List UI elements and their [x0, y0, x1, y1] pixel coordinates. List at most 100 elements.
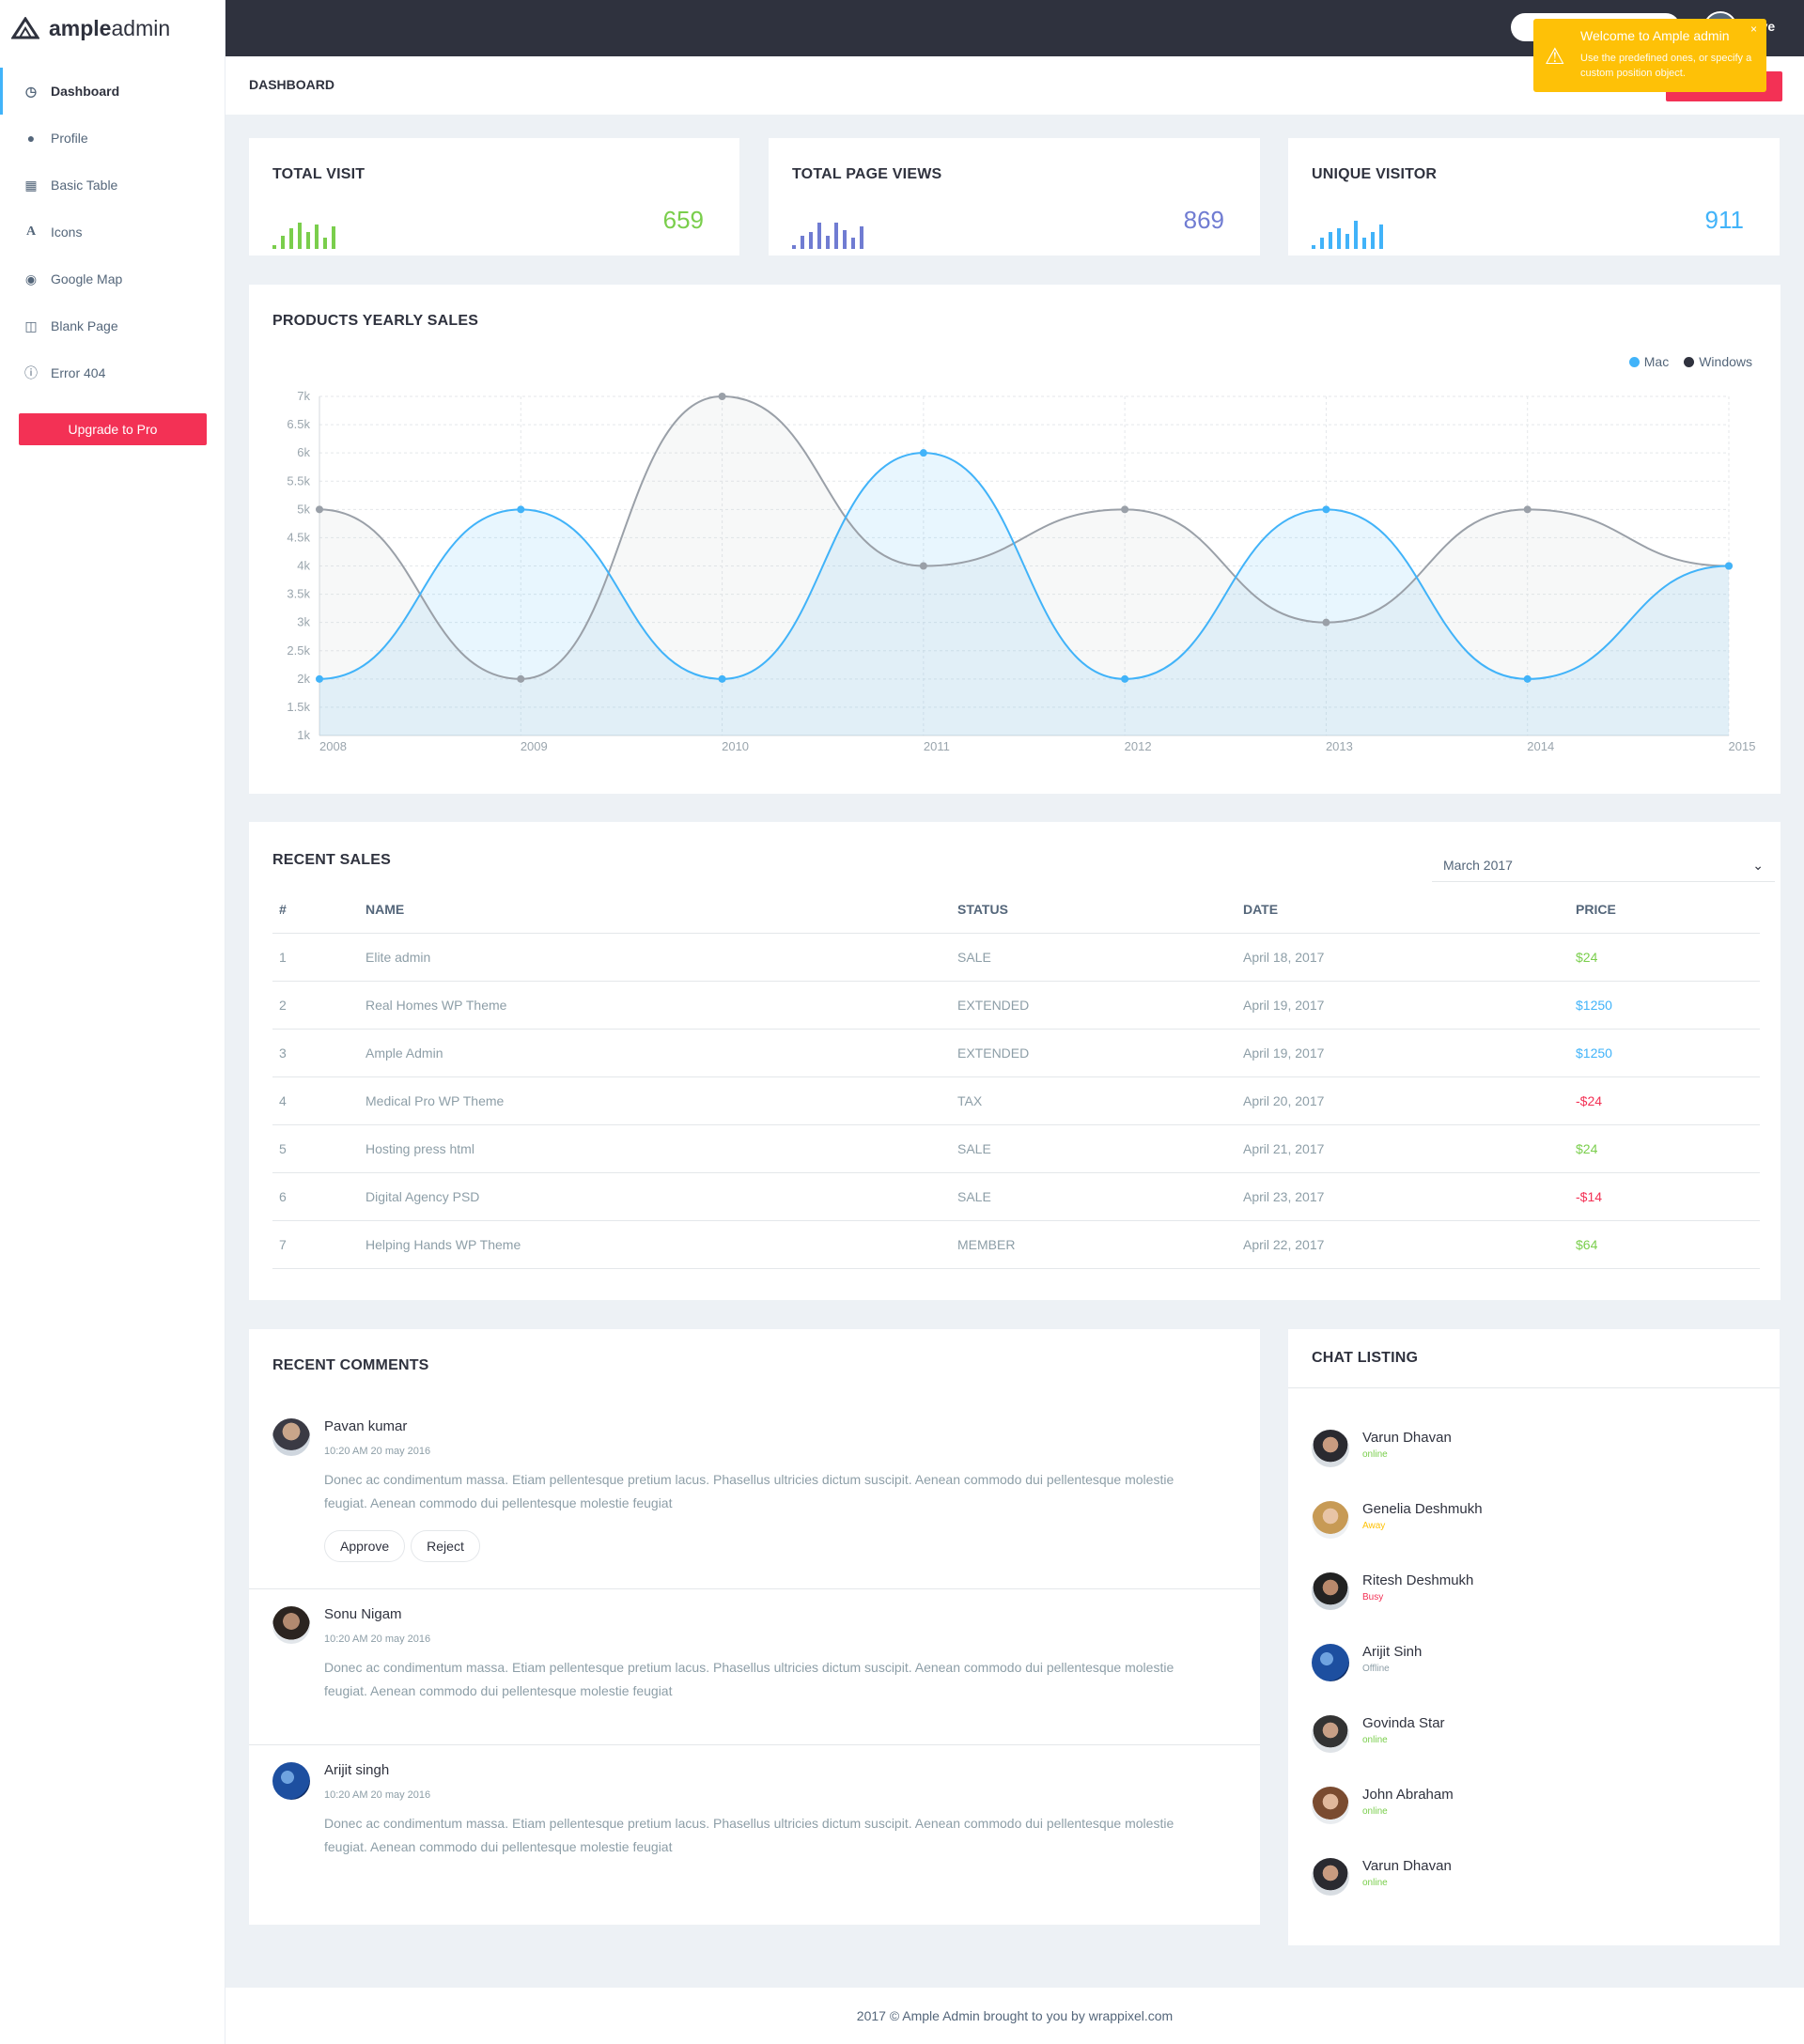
- spark-bar: [792, 245, 796, 249]
- chat-status: Away: [1362, 1521, 1386, 1531]
- sales-table-body: 1 Elite admin SALE April 18, 2017 $24 2 Real H…: [272, 933, 1760, 1269]
- table-cell-price: $24: [1569, 1124, 1760, 1173]
- welcome-toast: ⚠ × Welcome to Ample admin Use the prede…: [1533, 19, 1766, 92]
- table-cell-price: -$24: [1569, 1076, 1760, 1125]
- comment-time: 10:20 AM 20 may 2016: [324, 1634, 431, 1645]
- spark-bar: [801, 236, 804, 249]
- table-cell-name: Ample Admin: [359, 1029, 951, 1077]
- chat-info: Varun Dhavan online: [1362, 1858, 1452, 1888]
- chat-item[interactable]: Varun Dhavan online: [1312, 1858, 1452, 1896]
- sidebar-item-dashboard[interactable]: ◷ Dashboard: [0, 68, 225, 115]
- table-row[interactable]: 1 Elite admin SALE April 18, 2017 $24: [272, 933, 1760, 982]
- spark-bar: [281, 236, 285, 249]
- stat-value: 659: [662, 206, 704, 234]
- chat-info: Arijit Sinh Offline: [1362, 1644, 1422, 1674]
- chat-info: Varun Dhavan online: [1362, 1430, 1452, 1460]
- close-icon[interactable]: ×: [1750, 23, 1757, 36]
- upgrade-to-pro-button[interactable]: Upgrade to Pro: [19, 413, 207, 445]
- table-row[interactable]: 7 Helping Hands WP Theme MEMBER April 22, 2…: [272, 1220, 1760, 1269]
- card-title: RECENT COMMENTS: [272, 1357, 429, 1373]
- data-point-mac: [1523, 674, 1532, 683]
- table-cell-name: Elite admin: [359, 933, 951, 982]
- table-row[interactable]: 5 Hosting press html SALE April 21, 2017 $24: [272, 1124, 1760, 1173]
- ample-logo-icon: [11, 17, 39, 39]
- spark-bar: [332, 226, 335, 249]
- y-tick-label: 5.5k: [287, 473, 310, 488]
- spark-bar: [860, 226, 863, 249]
- table-cell-date: April 19, 2017: [1236, 981, 1569, 1030]
- clock-icon: ◷: [24, 83, 38, 99]
- chat-item[interactable]: Genelia Deshmukh Away: [1312, 1501, 1483, 1539]
- month-select-value: March 2017: [1443, 858, 1513, 873]
- reject-button[interactable]: Reject: [411, 1530, 480, 1562]
- brand-name: ampleadmin: [49, 15, 171, 40]
- footer: 2017 © Ample Admin brought to you by wra…: [226, 1988, 1804, 2044]
- chat-status: online: [1362, 1735, 1388, 1745]
- table-row[interactable]: 6 Digital Agency PSD SALE April 23, 2017 -$1…: [272, 1172, 1760, 1221]
- stat-value: 869: [1183, 206, 1224, 234]
- table-cell-price: $1250: [1569, 981, 1760, 1030]
- sidebar-item-icons[interactable]: A Icons: [0, 209, 225, 256]
- x-tick-label: 2014: [1527, 739, 1554, 753]
- table-row[interactable]: 3 Ample Admin EXTENDED April 19, 2017 $1250: [272, 1029, 1760, 1077]
- approve-button[interactable]: Approve: [324, 1530, 406, 1562]
- sidebar-nav: ◷ Dashboard ● Profile ▦ Basic Table A Icons …: [0, 68, 225, 396]
- sidebar-item-blank-page[interactable]: ◫ Blank Page: [0, 302, 225, 349]
- y-tick-label: 1k: [297, 728, 310, 742]
- globe-icon: ◉: [24, 271, 38, 286]
- sidebar-item-label: Dashboard: [51, 84, 120, 99]
- sidebar-item-label: Icons: [51, 225, 83, 240]
- chat-info: Ritesh Deshmukh Busy: [1362, 1572, 1473, 1603]
- x-tick-label: 2015: [1729, 739, 1756, 753]
- sidebar-item-label: Error 404: [51, 365, 106, 380]
- chat-item[interactable]: Varun Dhavan online: [1312, 1430, 1452, 1467]
- spark-bar: [1371, 232, 1375, 249]
- sidebar-item-google-map[interactable]: ◉ Google Map: [0, 256, 225, 302]
- spark-bar: [323, 238, 327, 249]
- y-tick-label: 6k: [297, 445, 310, 459]
- table-cell-status: EXTENDED: [951, 1029, 1236, 1077]
- chevron-down-icon: ⌄: [1752, 858, 1764, 873]
- table-cell-date: April 20, 2017: [1236, 1076, 1569, 1125]
- y-tick-label: 4.5k: [287, 530, 310, 544]
- table-cell-price: $1250: [1569, 1029, 1760, 1077]
- chat-name: Ritesh Deshmukh: [1362, 1572, 1474, 1588]
- legend-label: Windows: [1699, 354, 1752, 369]
- table-row[interactable]: 2 Real Homes WP Theme EXTENDED April 19, 20…: [272, 981, 1760, 1030]
- sidebar-item-profile[interactable]: ● Profile: [0, 115, 225, 162]
- chat-avatar: [1312, 1501, 1349, 1539]
- table-cell-date: April 23, 2017: [1236, 1172, 1569, 1221]
- spark-bar: [1345, 234, 1349, 249]
- recent-comments-card: RECENT COMMENTS Pavan kumar 10:20 AM 20 …: [249, 1329, 1260, 1925]
- chat-avatar: [1312, 1644, 1349, 1681]
- spark-bar: [817, 223, 821, 249]
- legend-label: Mac: [1643, 354, 1670, 369]
- table-cell-n: 2: [272, 981, 359, 1030]
- info-icon: ⓘ: [24, 365, 38, 380]
- sparkline: [1312, 211, 1383, 249]
- table-row[interactable]: 4 Medical Pro WP Theme TAX April 20, 2017 -$…: [272, 1076, 1760, 1125]
- spark-bar: [834, 223, 838, 249]
- chat-item[interactable]: John Abraham online: [1312, 1787, 1454, 1824]
- table-cell-n: 6: [272, 1172, 359, 1221]
- sidebar-item-error-404[interactable]: ⓘ Error 404: [0, 349, 225, 396]
- y-tick-label: 2.5k: [287, 643, 310, 658]
- chat-item[interactable]: Govinda Star online: [1312, 1715, 1445, 1753]
- column-header: DATE: [1236, 886, 1569, 934]
- commenter-name: Arijit singh: [324, 1762, 390, 1778]
- table-cell-n: 4: [272, 1076, 359, 1125]
- data-point-mac: [517, 505, 525, 514]
- chat-item[interactable]: Ritesh Deshmukh Busy: [1312, 1572, 1473, 1610]
- chat-avatar: [1312, 1572, 1349, 1610]
- brand-logo[interactable]: ampleadmin: [0, 0, 225, 56]
- month-select[interactable]: March 2017 ⌄: [1432, 848, 1775, 882]
- page-title: DASHBOARD: [249, 77, 334, 92]
- stat-title: UNIQUE VISITOR: [1312, 166, 1438, 182]
- chat-item[interactable]: Arijit Sinh Offline: [1312, 1644, 1422, 1681]
- data-point-windows: [1121, 505, 1129, 514]
- x-tick-label: 2011: [924, 739, 950, 753]
- sidebar-item-label: Basic Table: [51, 178, 118, 193]
- comment-item: Pavan kumar 10:20 AM 20 may 2016 Donec a…: [249, 1418, 1260, 1562]
- sidebar-item-basic-table[interactable]: ▦ Basic Table: [0, 162, 225, 209]
- table-cell-status: SALE: [951, 933, 1236, 982]
